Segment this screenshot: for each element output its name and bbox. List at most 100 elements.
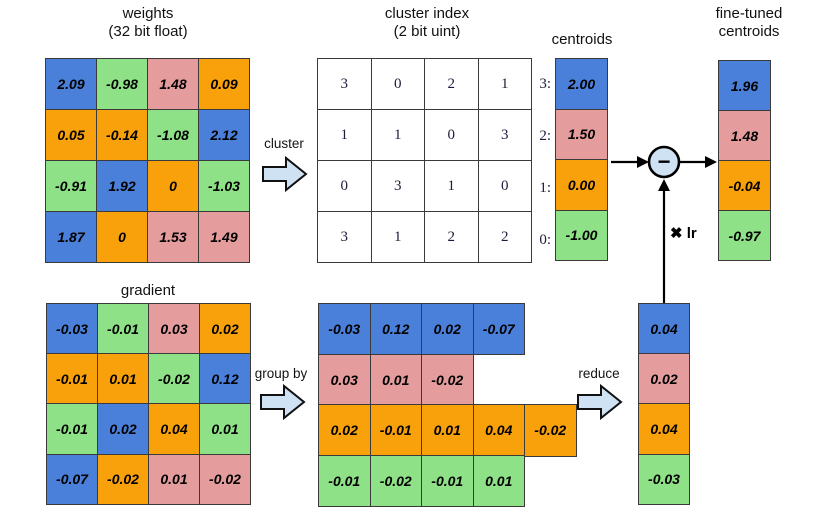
- grouped-gradient-cell: 0.02: [319, 404, 371, 457]
- grouped-gradient-row: 0.03 0.01 -0.02: [318, 353, 577, 406]
- grouped-gradient-cell: 0.01: [370, 353, 422, 406]
- fine-tuned-centroids-title: fine-tuned centroids: [688, 5, 810, 41]
- centroid-cell: 2.00: [556, 59, 608, 110]
- cluster-index-cell: 1: [318, 110, 372, 161]
- gradient-cell: 0.12: [200, 354, 251, 405]
- gradient-cell: -0.02: [98, 454, 149, 505]
- cluster-index-cell: 0: [478, 161, 532, 212]
- weights-cell: 0.05: [46, 110, 97, 161]
- grouped-gradient-cell: -0.07: [473, 303, 525, 356]
- grouped-gradient-cell: 0.01: [422, 404, 474, 457]
- centroid-index-label: 3:: [539, 75, 551, 92]
- reduced-gradient-cell: -0.03: [639, 454, 690, 505]
- cluster-index-cell: 2: [425, 59, 479, 110]
- cluster-index-cell: 0: [425, 110, 479, 161]
- weights-cell: 1.48: [148, 59, 199, 110]
- centroids-column: 2.00 1.50 0.00 -1.00: [555, 58, 608, 261]
- gradient-cell: 0.01: [98, 354, 149, 405]
- weights-title-line1: weights: [122, 5, 174, 22]
- gradient-cell: 0.03: [149, 304, 200, 355]
- weights-cell: 2.12: [199, 110, 250, 161]
- weights-cell: -0.14: [97, 110, 148, 161]
- cluster-index-cell: 0: [371, 59, 425, 110]
- grouped-gradient-cell: 0.01: [473, 455, 525, 508]
- cluster-index-cell: 3: [478, 110, 532, 161]
- gradient-cell: -0.01: [47, 354, 98, 405]
- gradient-cell: -0.03: [47, 304, 98, 355]
- gradient-cell: -0.01: [47, 404, 98, 455]
- weights-cell: -0.98: [97, 59, 148, 110]
- gradient-title: gradient: [120, 282, 176, 299]
- weights-cell: 0: [148, 161, 199, 212]
- grouped-gradient-cell: -0.01: [319, 455, 371, 508]
- cluster-index-cell: 1: [371, 212, 425, 263]
- gradient-cell: 0.01: [149, 454, 200, 505]
- cluster-index-cell: 1: [478, 59, 532, 110]
- grouped-gradient-cell: 0.12: [370, 303, 422, 356]
- cluster-block-arrow-icon: [262, 155, 308, 193]
- cluster-index-cell: 2: [425, 212, 479, 263]
- reduce-block-arrow-icon: [577, 383, 623, 421]
- weights-title-line2: (32 bit float): [108, 23, 188, 40]
- weights-cell: 1.49: [199, 212, 250, 263]
- weights-cell: 2.09: [46, 59, 97, 110]
- centroid-cell: -1.00: [556, 210, 608, 261]
- weights-cell: -1.03: [199, 161, 250, 212]
- centroid-index-label: 2:: [539, 127, 551, 144]
- fine-tuned-centroid-cell: -0.97: [719, 211, 771, 261]
- centroid-index-label: 1:: [539, 179, 551, 196]
- grouped-gradient-cell: -0.01: [370, 404, 422, 457]
- weights-cell: -1.08: [148, 110, 199, 161]
- cluster-index-cell: 3: [318, 212, 372, 263]
- fine-tuned-centroid-cell: -0.04: [719, 161, 771, 211]
- cluster-index-title-line1: cluster index: [384, 5, 470, 22]
- cluster-index-cell: 1: [371, 110, 425, 161]
- weights-title: weights (32 bit float): [48, 5, 248, 41]
- cluster-index-cell: 1: [425, 161, 479, 212]
- grouped-gradient-cell: -0.02: [525, 404, 577, 457]
- weights-cell: 0: [97, 212, 148, 263]
- grouped-gradient-rows: -0.03 0.12 0.02 -0.07 0.03 0.01 -0.02 0.02 -0.01…: [318, 303, 577, 508]
- grouped-gradient-row: 0.02 -0.01 0.01 0.04 -0.02: [318, 404, 577, 457]
- cluster-index-cell: 3: [318, 59, 372, 110]
- gradient-cell: -0.02: [149, 354, 200, 405]
- weights-cell: 0.09: [199, 59, 250, 110]
- gradient-cell: 0.02: [98, 404, 149, 455]
- fine-tuned-centroid-cell: 1.96: [719, 61, 771, 111]
- grouped-gradient-cell: -0.03: [319, 303, 371, 356]
- centroids-to-minus-arrow: [611, 156, 649, 168]
- gradient-cell: -0.02: [200, 454, 251, 505]
- gradient-cell: -0.07: [47, 454, 98, 505]
- cluster-index-title: cluster index (2 bit uint): [327, 5, 527, 41]
- group-by-block-arrow-icon: [260, 383, 306, 421]
- grouped-gradient-cell: -0.01: [422, 455, 474, 508]
- reduced-gradient-cell: 0.04: [639, 304, 690, 355]
- centroid-cell: 0.00: [556, 160, 608, 211]
- reduced-gradient-cell: 0.02: [639, 354, 690, 405]
- grouped-gradient-row: -0.01 -0.02 -0.01 0.01: [318, 455, 577, 508]
- gradient-cell: 0.01: [200, 404, 251, 455]
- grouped-gradient-cell: -0.02: [370, 455, 422, 508]
- weights-cell: 1.92: [97, 161, 148, 212]
- weights-cell: 1.53: [148, 212, 199, 263]
- centroid-index-label: 0:: [539, 231, 551, 248]
- grouped-gradient-cell: 0.02: [422, 303, 474, 356]
- reduced-gradient-column: 0.04 0.02 0.04 -0.03: [638, 303, 690, 505]
- grouped-gradient-cell: 0.04: [473, 404, 525, 457]
- minus-to-finetuned-arrow: [680, 156, 717, 168]
- minus-operator-icon: −: [657, 149, 671, 174]
- centroid-index-labels: 3: 2: 1: 0:: [527, 58, 551, 266]
- cluster-arrow-label: cluster: [264, 136, 304, 151]
- fine-tuned-centroids-column: 1.96 1.48 -0.04 -0.97: [718, 60, 771, 261]
- centroid-cell: 1.50: [556, 109, 608, 160]
- reduced-to-minus-arrow: [658, 179, 670, 303]
- centroids-title: centroids: [551, 31, 613, 48]
- gradient-cell: 0.04: [149, 404, 200, 455]
- weights-cell: 1.87: [46, 212, 97, 263]
- reduced-gradient-cell: 0.04: [639, 404, 690, 455]
- weights-matrix: 2.09 -0.98 1.48 0.09 0.05 -0.14 -1.08 2.12 -0.91…: [45, 58, 250, 263]
- gradient-cell: -0.01: [98, 304, 149, 355]
- cluster-index-title-line2: (2 bit uint): [393, 23, 461, 40]
